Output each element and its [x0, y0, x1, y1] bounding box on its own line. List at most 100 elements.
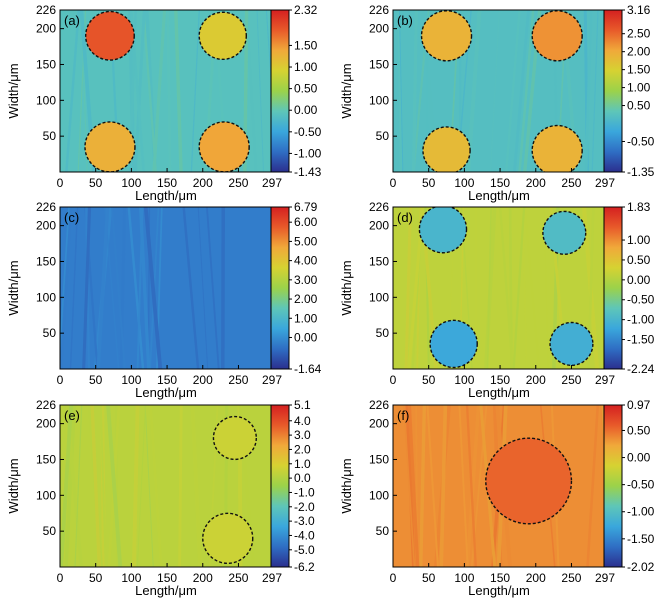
texture-streak — [600, 405, 605, 483]
y-tick-label: 150 — [36, 254, 56, 268]
colorbar-tick-label: 0.00 — [294, 330, 318, 344]
texture-streak — [132, 405, 140, 567]
texture-streak — [149, 207, 160, 369]
texture-streak — [465, 405, 477, 567]
texture-streak — [64, 405, 84, 567]
texture-streak — [100, 405, 106, 567]
texture-streak — [584, 10, 593, 172]
colorbar-tick-label: 6.79 — [294, 200, 318, 214]
texture-streak — [415, 405, 419, 567]
feature-circle — [429, 319, 478, 369]
colorbar-tick-label: -1.50 — [627, 333, 655, 347]
texture-streak — [60, 405, 74, 567]
texture-streak — [82, 207, 92, 369]
feature-circle — [549, 321, 594, 367]
texture-streak — [484, 207, 497, 369]
texture-streak — [190, 405, 203, 567]
colorbar-tick-label: 3.16 — [627, 3, 651, 17]
colorbar-tick-label: 1.0 — [294, 457, 311, 471]
texture-streak — [512, 207, 526, 369]
panel-label: (f) — [397, 408, 409, 423]
colorbar-tick-label: 3.0 — [294, 428, 311, 442]
colorbar-tick-label: -1.00 — [294, 146, 322, 160]
x-tick-label: 100 — [454, 571, 474, 585]
texture-streak — [127, 207, 145, 369]
panel-label: (b) — [397, 13, 413, 28]
y-tick-label: 50 — [43, 129, 57, 143]
colorbar-tick-label: -1.50 — [627, 532, 655, 546]
x-tick-label: 250 — [228, 176, 248, 190]
colorbar-tick-label: -0.50 — [627, 478, 655, 492]
x-tick-label: 297 — [595, 373, 615, 387]
colorbar-tick-label: 1.00 — [627, 233, 651, 247]
texture-streak — [90, 405, 101, 567]
colorbar-tick-label: 1.83 — [627, 200, 651, 214]
x-axis-label: Length/μm — [135, 583, 197, 598]
texture-streak — [119, 207, 127, 369]
y-tick-label: 226 — [369, 200, 389, 214]
colorbar-tick-label: -2.24 — [627, 362, 655, 376]
colorbar-tick-label: 0.97 — [627, 398, 651, 412]
colorbar — [270, 9, 290, 173]
panel-label: (e) — [64, 408, 80, 423]
y-tick-label: 50 — [376, 326, 390, 340]
texture-streak — [149, 405, 163, 567]
texture-streak — [583, 10, 589, 172]
colorbar-tick-label: -1.35 — [627, 165, 655, 179]
x-tick-label: 150 — [157, 571, 177, 585]
x-tick-label: 200 — [193, 571, 213, 585]
y-tick-label: 200 — [369, 219, 389, 233]
colorbar-tick-label: 1.00 — [294, 311, 318, 325]
texture-streak — [416, 207, 422, 369]
colorbar-tick-label: 0.00 — [627, 273, 651, 287]
y-tick-label: 100 — [369, 290, 389, 304]
y-tick-label: 226 — [36, 200, 56, 214]
y-tick-label: 100 — [369, 488, 389, 502]
texture-streak — [84, 207, 99, 369]
texture-streak — [133, 10, 146, 172]
colorbar-tick-label: -1.64 — [294, 362, 322, 376]
texture-streak — [106, 405, 123, 567]
texture-streak — [586, 405, 600, 567]
panel-4: (e) 0 50 100 150 200 250 297 50 100 150 200 226 Lengt… — [6, 398, 315, 598]
colorbar-tick-label: 2.50 — [627, 27, 651, 41]
heatmap-background — [60, 207, 272, 369]
texture-streak — [144, 10, 158, 172]
panel-1: (b) 0 50 100 150 200 250 297 50 100 150 200 226 Lengt… — [339, 3, 655, 203]
colorbar-tick-label: -5.0 — [294, 543, 315, 557]
x-tick-label: 250 — [561, 571, 581, 585]
x-tick-label: 200 — [526, 571, 546, 585]
colorbar-tick-label: 2.00 — [627, 45, 651, 59]
colorbar-tick-label: 0.50 — [627, 423, 651, 437]
colorbar — [603, 404, 623, 568]
panel-label: (d) — [397, 210, 413, 225]
feature-circle — [198, 121, 250, 172]
y-tick-label: 100 — [36, 488, 56, 502]
x-tick-label: 50 — [422, 373, 436, 387]
y-tick-label: 100 — [369, 93, 389, 107]
x-axis-label: Length/μm — [468, 188, 530, 203]
y-tick-label: 200 — [36, 22, 56, 36]
colorbar-tick-label: 6.00 — [294, 215, 318, 229]
texture-streak — [74, 405, 83, 567]
texture-streak — [505, 10, 521, 172]
y-axis-label: Width/μm — [339, 458, 354, 513]
feature-circle — [212, 415, 257, 461]
x-tick-label: 297 — [595, 571, 615, 585]
texture-streak — [182, 207, 200, 369]
y-tick-label: 200 — [369, 22, 389, 36]
x-tick-label: 50 — [89, 571, 103, 585]
x-tick-label: 50 — [422, 176, 436, 190]
colorbar-tick-label: 4.0 — [294, 414, 311, 428]
colorbar-tick-label: -1.43 — [294, 165, 322, 179]
y-tick-label: 150 — [369, 452, 389, 466]
x-tick-label: 200 — [193, 176, 213, 190]
colorbar-tick-label: 2.00 — [294, 292, 318, 306]
y-tick-label: 100 — [36, 290, 56, 304]
x-tick-label: 297 — [262, 571, 282, 585]
y-tick-label: 150 — [36, 57, 56, 71]
texture-streak — [87, 405, 103, 567]
panel-label: (a) — [64, 13, 80, 28]
texture-streak — [143, 207, 163, 369]
texture-streak — [166, 10, 172, 172]
